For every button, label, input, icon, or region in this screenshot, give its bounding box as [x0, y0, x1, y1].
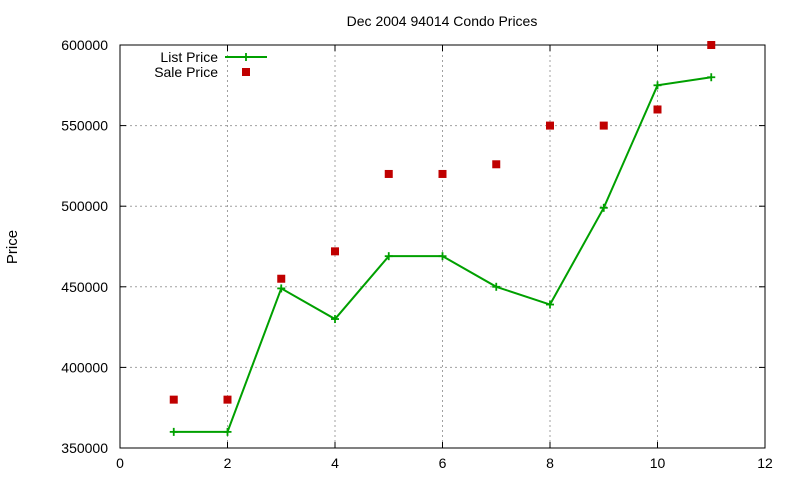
y-tick-label: 550000: [61, 118, 108, 134]
data-point: [277, 274, 286, 283]
data-point: [546, 300, 554, 309]
legend-marker: [242, 68, 250, 76]
grid: [120, 45, 765, 448]
data-point: [169, 395, 178, 404]
data-point: [438, 169, 447, 178]
y-tick-label: 350000: [61, 440, 108, 456]
x-tick-label: 2: [224, 455, 232, 471]
x-tick-label: 0: [116, 455, 124, 471]
x-tick-label: 10: [650, 455, 666, 471]
data-point: [599, 121, 608, 130]
legend-label: Sale Price: [154, 64, 218, 80]
data-point: [492, 282, 501, 291]
data-point: [707, 41, 716, 49]
y-tick-label: 500000: [61, 198, 108, 214]
x-tick-label: 12: [757, 455, 773, 471]
y-tick-label: 450000: [61, 279, 108, 295]
legend-label: List Price: [160, 49, 218, 65]
x-tick-label: 6: [439, 455, 447, 471]
data-point: [707, 73, 716, 82]
data-point: [223, 427, 232, 436]
x-tick-label: 8: [546, 455, 554, 471]
data-point: [438, 252, 447, 261]
x-tick-label: 4: [331, 455, 339, 471]
y-axis-label: Price: [4, 230, 21, 264]
chart-title: Dec 2004 94014 Condo Prices: [347, 13, 538, 29]
axis-ticks: 0 2 4 6 8 10 12 350000 400000 450000 500000 550000 6…: [61, 37, 773, 471]
data-point: [384, 169, 393, 178]
data-point: [653, 81, 662, 90]
series: [169, 41, 716, 436]
data-point: [331, 247, 339, 256]
legend-marker: [242, 53, 250, 61]
data-point: [331, 315, 339, 324]
data-point: [169, 427, 178, 436]
data-point: [384, 252, 393, 261]
data-point: [277, 284, 286, 293]
y-tick-label: 400000: [61, 359, 108, 375]
series-0: [169, 73, 716, 436]
series-1: [169, 41, 716, 404]
data-point: [599, 203, 608, 212]
y-tick-label: 600000: [61, 37, 108, 53]
data-point: [653, 105, 662, 114]
data-point: [492, 160, 501, 169]
data-point: [546, 121, 554, 130]
data-point: [223, 395, 232, 404]
